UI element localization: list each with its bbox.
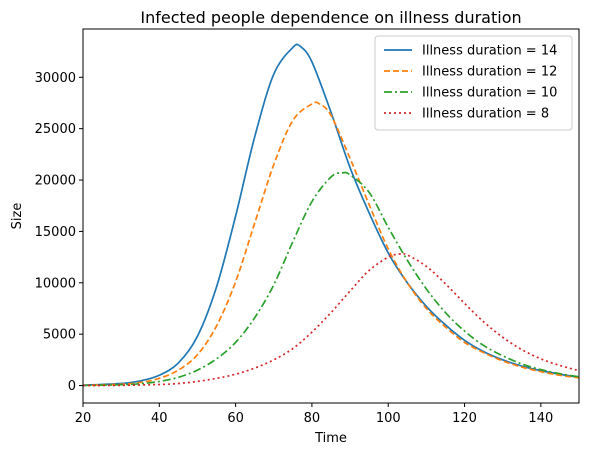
legend-label-2: Illness duration = 12 [422, 65, 557, 80]
y-axis: 0 5000 10000 15000 20000 25000 30000 [35, 71, 83, 394]
y-tick-label: 20000 [35, 174, 76, 189]
y-tick-label: 0 [68, 379, 76, 394]
y-tick-label: 10000 [35, 276, 76, 291]
plot-frame [82, 28, 580, 404]
x-tick-label: 120 [452, 411, 477, 426]
legend-box [374, 35, 573, 131]
legend: Illness duration = 14 Illness duration = … [374, 35, 573, 131]
series-group [82, 43, 580, 387]
legend-label-3: Illness duration = 10 [422, 86, 557, 101]
series-line-1 [82, 43, 580, 387]
legend-label-4: Illness duration = 8 [422, 107, 549, 122]
x-axis: 20 40 60 80 100 120 140 [75, 403, 553, 426]
x-tick-label: 40 [151, 411, 168, 426]
y-tick-label: 30000 [35, 71, 76, 86]
y-tick-label: 25000 [35, 122, 76, 137]
legend-label-1: Illness duration = 14 [422, 44, 557, 59]
y-axis-label: Size [10, 203, 25, 230]
series-line-3 [82, 171, 580, 387]
y-tick-label: 5000 [43, 328, 76, 343]
y-tick-label: 15000 [35, 225, 76, 240]
x-tick-label: 100 [376, 411, 401, 426]
x-tick-label: 20 [75, 411, 92, 426]
x-tick-label: 140 [528, 411, 553, 426]
x-tick-label: 80 [304, 411, 321, 426]
x-tick-label: 60 [227, 411, 244, 426]
x-axis-label: Time [314, 431, 347, 446]
series-line-4 [82, 252, 580, 387]
series-line-2 [82, 101, 580, 387]
chart-title: Infected people dependence on illness du… [140, 8, 521, 27]
